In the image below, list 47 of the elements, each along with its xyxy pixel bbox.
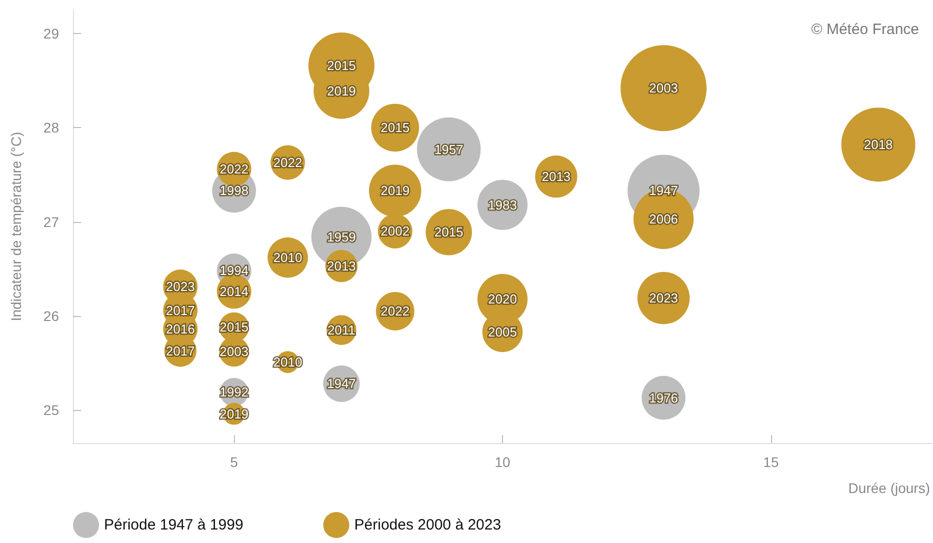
annotation: 2006 bbox=[649, 211, 678, 226]
annotation: 2015 bbox=[326, 58, 356, 74]
legend-label: Période 1947 à 1999 bbox=[104, 516, 244, 534]
annotation: 2018 bbox=[864, 137, 893, 152]
annotation: 1983 bbox=[488, 197, 517, 212]
annotation: 2003 bbox=[220, 344, 249, 360]
annotation: 2022 bbox=[380, 304, 410, 319]
x-axis-title: Durée (jours) bbox=[848, 480, 930, 496]
y-tick-label: 28 bbox=[43, 120, 60, 136]
annotation: 1998 bbox=[220, 183, 249, 198]
annotation: 2003 bbox=[649, 80, 678, 96]
annotation: 2019 bbox=[380, 183, 410, 198]
annotation: 2002 bbox=[380, 224, 410, 239]
annotation: 2011 bbox=[327, 322, 356, 338]
annotation: 2016 bbox=[166, 322, 195, 337]
annotation: 2005 bbox=[488, 324, 517, 340]
annotation: 1976 bbox=[649, 390, 678, 406]
annotation: 1957 bbox=[434, 142, 464, 157]
annotation: 2015 bbox=[380, 120, 410, 136]
y-tick-label: 25 bbox=[43, 402, 60, 418]
annotation: 1994 bbox=[220, 263, 249, 278]
x-tick-label: 15 bbox=[763, 454, 779, 470]
y-tick-label: 29 bbox=[43, 26, 60, 42]
annotation: 2013 bbox=[542, 169, 571, 184]
annotation: © Météo France bbox=[811, 21, 920, 38]
annotation: 2023 bbox=[166, 279, 195, 294]
annotation: 1992 bbox=[220, 384, 249, 400]
y-tick-label: 26 bbox=[43, 308, 60, 324]
annotation: 2022 bbox=[273, 154, 302, 170]
annotation: 2014 bbox=[220, 284, 249, 299]
annotation: 2023 bbox=[649, 290, 678, 306]
annotation: 2020 bbox=[488, 291, 517, 306]
annotation: 2015 bbox=[220, 320, 249, 335]
annotation: 1959 bbox=[326, 229, 356, 244]
annotation: 1947 bbox=[326, 376, 356, 392]
x-tick-label: 5 bbox=[230, 454, 238, 470]
x-tick-label: 10 bbox=[494, 454, 510, 470]
annotation: 2013 bbox=[326, 258, 356, 274]
annotation: 2010 bbox=[273, 250, 302, 266]
annotation: 2015 bbox=[434, 224, 464, 240]
y-tick-label: 27 bbox=[43, 214, 60, 230]
annotation: 2017 bbox=[166, 302, 195, 318]
annotation: 2019 bbox=[326, 83, 356, 98]
legend-label: Périodes 2000 à 2023 bbox=[354, 516, 502, 534]
annotation: 2017 bbox=[166, 343, 195, 358]
y-axis-title: Indicateur de température (°C) bbox=[8, 132, 24, 322]
annotation: 2022 bbox=[220, 162, 249, 177]
